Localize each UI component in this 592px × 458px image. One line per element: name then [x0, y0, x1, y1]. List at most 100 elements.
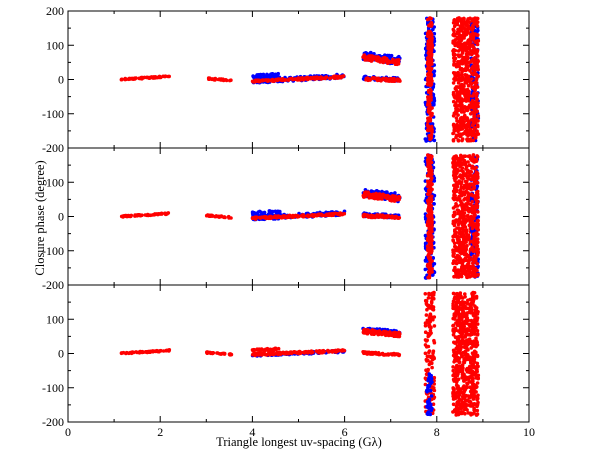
data-point [454, 270, 458, 275]
data-point [423, 330, 428, 335]
data-point [302, 350, 307, 354]
data-point [475, 154, 479, 158]
data-point [456, 44, 460, 48]
data-point [426, 201, 431, 206]
cluster-3 [251, 71, 282, 80]
data-point [454, 116, 459, 120]
data-point [456, 336, 461, 341]
data-point [274, 78, 278, 82]
data-point [370, 328, 375, 332]
data-point [426, 367, 431, 372]
data-point [474, 190, 479, 195]
data-point [429, 408, 434, 413]
data-point [428, 247, 433, 252]
data-point [327, 212, 332, 216]
data-point [466, 154, 471, 159]
data-point [452, 59, 457, 63]
data-point [395, 331, 400, 335]
data-point [462, 239, 467, 243]
data-point [464, 107, 469, 111]
data-point [466, 201, 470, 206]
data-point [451, 327, 456, 332]
data-point [388, 56, 392, 60]
data-point [429, 177, 434, 182]
data-point [452, 167, 457, 171]
data-point [386, 352, 390, 356]
data-point [432, 72, 436, 77]
data-point [219, 352, 223, 356]
data-point [452, 259, 456, 263]
data-point [263, 352, 267, 357]
data-point [255, 79, 259, 84]
data-point [227, 352, 232, 357]
data-point [460, 34, 465, 38]
data-point [453, 86, 458, 91]
data-point [423, 343, 428, 347]
data-point [427, 315, 432, 320]
data-point [451, 92, 456, 97]
data-point [454, 328, 458, 333]
data-point [473, 80, 477, 85]
data-point [425, 359, 429, 363]
data-point [472, 114, 477, 119]
data-point [461, 192, 465, 197]
data-point [476, 240, 480, 245]
data-point [462, 16, 466, 21]
data-point [276, 214, 281, 218]
data-point [137, 350, 142, 355]
data-point [219, 77, 223, 81]
data-point [119, 77, 124, 82]
data-point [463, 207, 468, 212]
data-point [452, 241, 457, 246]
data-point [472, 177, 476, 182]
data-point [258, 352, 263, 357]
data-point [426, 296, 431, 300]
data-point [373, 76, 378, 80]
data-point [460, 105, 465, 109]
data-point [456, 394, 460, 399]
data-point [273, 209, 278, 214]
data-point [362, 351, 366, 355]
data-point [425, 307, 429, 312]
data-point [143, 213, 148, 217]
data-point [425, 319, 430, 324]
data-point [465, 301, 469, 305]
data-point [432, 179, 437, 183]
data-point [461, 68, 465, 73]
data-point [463, 256, 468, 261]
data-point [337, 211, 341, 216]
data-point [474, 22, 479, 27]
data-point [210, 214, 214, 218]
data-point [451, 196, 456, 200]
data-point [430, 130, 434, 134]
data-point [469, 100, 474, 105]
cluster-7 [361, 327, 402, 339]
data-point [374, 191, 378, 196]
data-point [429, 156, 433, 161]
data-point [215, 351, 219, 355]
data-point [469, 346, 474, 350]
data-point [423, 233, 428, 238]
data-point [459, 121, 463, 126]
data-point [456, 268, 460, 272]
cluster-1 [119, 74, 171, 82]
data-point [426, 128, 431, 133]
data-point [452, 158, 456, 162]
data-point [454, 111, 459, 116]
data-point [367, 351, 371, 356]
data-point [259, 73, 264, 77]
data-point [462, 20, 467, 24]
data-point [472, 46, 476, 50]
data-point [276, 346, 281, 351]
data-point [454, 64, 459, 69]
data-point [424, 299, 429, 303]
data-point [472, 258, 477, 263]
data-point [430, 291, 434, 296]
data-point [455, 386, 459, 390]
data-point [364, 190, 368, 194]
data-point [460, 231, 465, 235]
data-point [475, 58, 480, 62]
data-point [461, 350, 466, 355]
data-point [427, 188, 431, 193]
